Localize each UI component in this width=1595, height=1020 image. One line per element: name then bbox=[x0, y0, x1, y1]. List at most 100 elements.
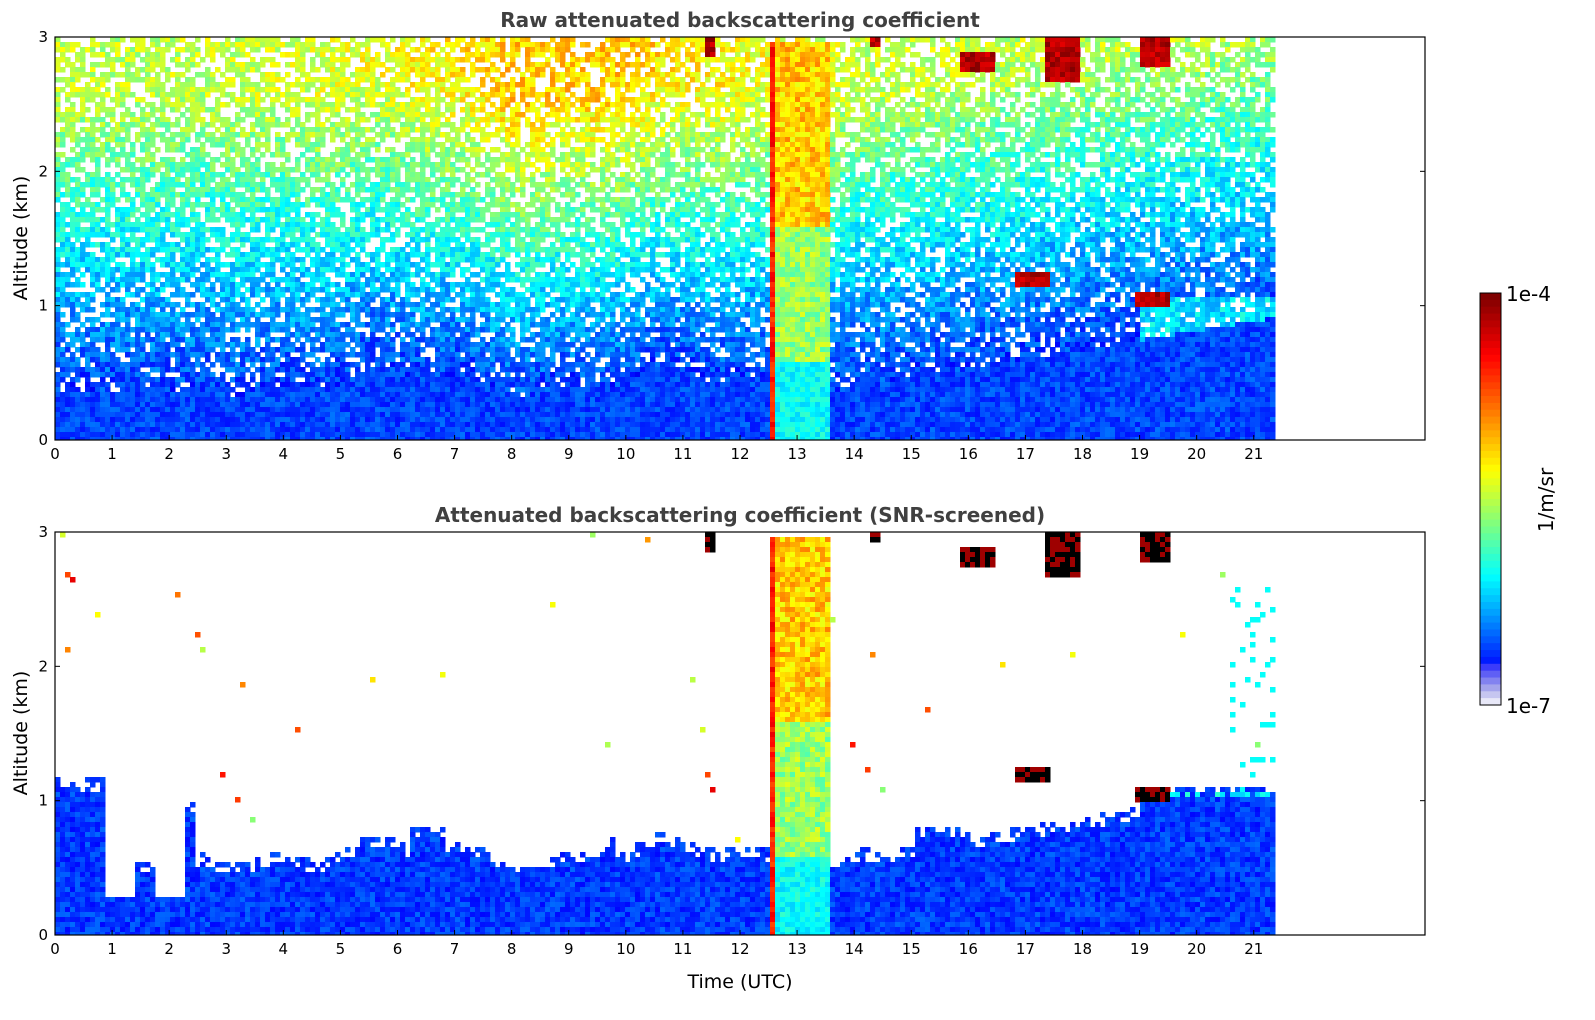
heatmap-cell bbox=[95, 62, 101, 68]
heatmap-cell bbox=[355, 142, 361, 148]
heatmap-cell bbox=[275, 412, 281, 418]
heatmap-cell bbox=[385, 147, 391, 153]
heatmap-cell bbox=[240, 257, 246, 263]
heatmap-cell bbox=[175, 432, 181, 438]
heatmap-cell bbox=[200, 352, 206, 358]
heatmap-cell bbox=[170, 182, 176, 188]
heatmap-cell bbox=[415, 292, 421, 298]
heatmap-cell bbox=[175, 282, 181, 288]
heatmap-cell bbox=[335, 312, 341, 318]
heatmap-cell bbox=[280, 267, 286, 273]
heatmap-cell bbox=[315, 377, 321, 383]
heatmap-cell bbox=[420, 167, 426, 173]
heatmap-cell bbox=[310, 197, 316, 203]
heatmap-cell bbox=[410, 397, 416, 403]
heatmap-cell bbox=[400, 412, 406, 418]
heatmap-cell bbox=[245, 407, 251, 413]
heatmap-cell bbox=[235, 267, 241, 273]
heatmap-cell bbox=[340, 92, 346, 98]
heatmap-cell bbox=[325, 257, 331, 263]
heatmap-cell bbox=[325, 227, 331, 233]
heatmap-cell bbox=[175, 377, 181, 383]
heatmap-cell bbox=[350, 237, 356, 243]
heatmap-cell bbox=[150, 92, 156, 98]
heatmap-cell bbox=[230, 297, 236, 303]
heatmap-cell bbox=[55, 182, 61, 188]
heatmap-cell bbox=[250, 407, 256, 413]
heatmap-cell bbox=[350, 142, 356, 148]
heatmap-cell bbox=[325, 207, 331, 213]
heatmap-cell bbox=[120, 397, 126, 403]
heatmap-cell bbox=[240, 437, 246, 440]
heatmap-cell bbox=[400, 362, 406, 368]
heatmap-cell bbox=[150, 387, 156, 393]
heatmap-cell bbox=[150, 132, 156, 138]
heatmap-cell bbox=[110, 187, 116, 193]
heatmap-cell bbox=[365, 342, 371, 348]
heatmap-cell bbox=[385, 277, 391, 283]
heatmap-cell bbox=[105, 312, 111, 318]
heatmap-cell bbox=[215, 192, 221, 198]
heatmap-cell bbox=[290, 297, 296, 303]
heatmap-cell bbox=[390, 187, 396, 193]
heatmap-cell bbox=[325, 222, 331, 228]
heatmap-cell bbox=[75, 152, 81, 158]
heatmap-cell bbox=[360, 57, 366, 63]
heatmap-cell bbox=[285, 102, 291, 108]
heatmap-cell bbox=[445, 422, 451, 428]
heatmap-cell bbox=[230, 42, 236, 48]
heatmap-cell bbox=[355, 422, 361, 428]
heatmap-cell bbox=[265, 207, 271, 213]
heatmap-cell bbox=[90, 292, 96, 298]
heatmap-cell bbox=[320, 412, 326, 418]
heatmap-cell bbox=[260, 237, 266, 243]
heatmap-cell bbox=[410, 372, 416, 378]
heatmap-cell bbox=[225, 187, 231, 193]
heatmap-cell bbox=[125, 437, 131, 440]
heatmap-cell bbox=[315, 197, 321, 203]
heatmap-cell bbox=[230, 312, 236, 318]
heatmap-cell bbox=[90, 342, 96, 348]
heatmap-cell bbox=[285, 252, 291, 258]
heatmap-cell bbox=[395, 117, 401, 123]
heatmap-cell bbox=[120, 57, 126, 63]
heatmap-cell bbox=[310, 257, 316, 263]
heatmap-cell bbox=[220, 427, 226, 433]
heatmap-cell bbox=[55, 107, 61, 113]
heatmap-cell bbox=[345, 372, 351, 378]
heatmap-cell bbox=[225, 397, 231, 403]
heatmap-cell bbox=[420, 57, 426, 63]
heatmap-cell bbox=[350, 197, 356, 203]
heatmap-cell bbox=[450, 237, 456, 243]
heatmap-cell bbox=[380, 42, 386, 48]
heatmap-cell bbox=[195, 242, 201, 248]
heatmap-cell bbox=[355, 292, 361, 298]
heatmap-cell bbox=[385, 132, 391, 138]
heatmap-cell bbox=[225, 157, 231, 163]
heatmap-cell bbox=[445, 397, 451, 403]
heatmap-cell bbox=[365, 47, 371, 53]
heatmap-cell bbox=[255, 132, 261, 138]
heatmap-cell bbox=[350, 402, 356, 408]
heatmap-cell bbox=[305, 147, 311, 153]
heatmap-cell bbox=[65, 357, 71, 363]
heatmap-cell bbox=[190, 412, 196, 418]
heatmap-cell bbox=[320, 197, 326, 203]
heatmap-cell bbox=[160, 312, 166, 318]
heatmap-cell bbox=[170, 382, 176, 388]
heatmap-cell bbox=[315, 267, 321, 273]
heatmap-cell bbox=[225, 352, 231, 358]
heatmap-cell bbox=[290, 252, 296, 258]
heatmap-cell bbox=[300, 427, 306, 433]
heatmap-cell bbox=[210, 382, 216, 388]
heatmap-cell bbox=[275, 282, 281, 288]
heatmap-cell bbox=[355, 212, 361, 218]
heatmap-cell bbox=[70, 437, 76, 440]
heatmap-cell bbox=[435, 387, 441, 393]
heatmap-cell bbox=[330, 87, 336, 93]
heatmap-cell bbox=[425, 97, 431, 103]
heatmap-cell bbox=[390, 167, 396, 173]
heatmap-cell bbox=[335, 197, 341, 203]
heatmap-cell bbox=[190, 122, 196, 128]
heatmap-cell bbox=[155, 187, 161, 193]
